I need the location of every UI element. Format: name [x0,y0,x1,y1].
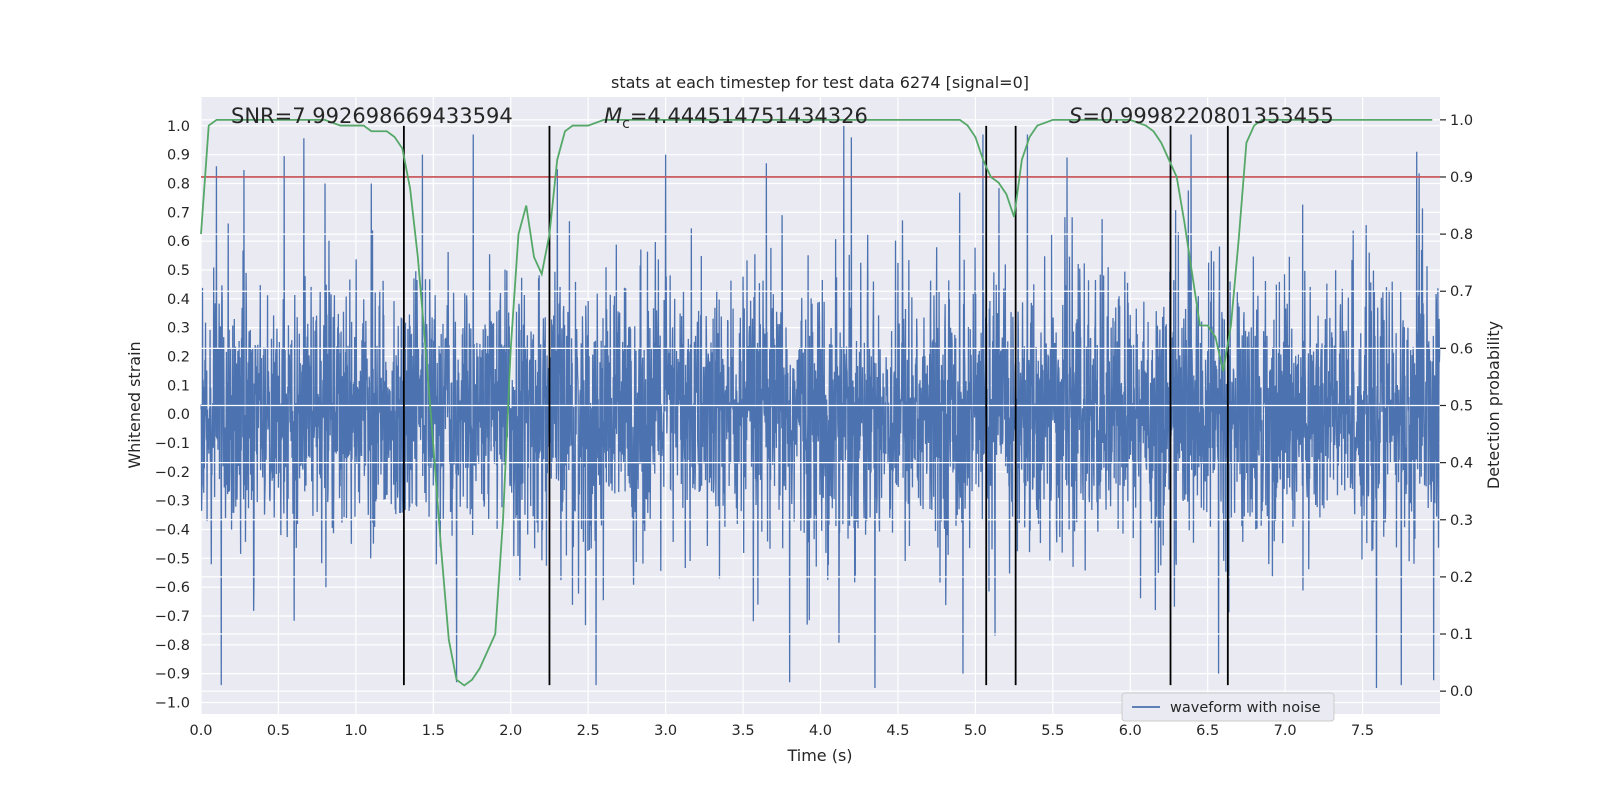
y2-tick-label: 1.0 [1450,113,1473,129]
strain-path [200,125,1441,689]
y-tick-label: 0.8 [167,176,190,192]
chirp-mass-subscript: c [622,116,630,132]
vertical-lines [402,125,1229,686]
y-tick-label: −1.0 [155,695,190,711]
y-tick-label: −0.1 [155,436,190,452]
x-tick-label: 7.0 [1274,723,1297,739]
detection-probability-line [200,118,1433,687]
legend: waveform with noise [1121,692,1335,722]
legend-box [1121,692,1335,722]
x-tick-label: 2.5 [577,723,600,739]
legend-label: waveform with noise [1170,700,1321,716]
y-tick-label: 0.6 [167,234,190,250]
y2-tick-label: 0.7 [1450,284,1473,300]
y-tick-label: 0.5 [167,263,190,279]
y-tick-label: −0.7 [155,609,190,625]
x-tick-label: 2.0 [499,723,522,739]
y2-tick-label: 0.3 [1450,513,1473,529]
y-tick-label: 0.7 [167,205,190,221]
x-tick-label: 5.0 [964,723,987,739]
snr-annotation: SNR=7.992698669433594 [231,104,513,128]
y-tick-labels: −1.0 −0.9 −0.8 −0.7 −0.6 −0.5 −0.4 −0.3 −0.2 −0.1… [155,119,190,712]
y-tick-label: −0.4 [155,522,190,538]
y-tick-label: −0.2 [155,465,190,481]
x-tick-label: 3.5 [732,723,755,739]
x-tick-label: 0.0 [189,723,212,739]
y-tick-label: 0.2 [167,349,190,365]
x-tick-label: 4.0 [809,723,832,739]
y2-tick-labels: 0.0 0.1 0.2 0.3 0.4 0.5 0.6 0.7 0.8 0.9 1.0 [1440,113,1473,700]
s-value: =0.9998220801353455 [1082,104,1333,128]
y2-tick-label: 0.8 [1450,227,1473,243]
y-tick-label: 0.4 [167,292,190,308]
y2-tick-label: 0.4 [1450,456,1473,472]
x-tick-label: 1.5 [422,723,445,739]
y-tick-label: 0.1 [167,378,190,394]
chart-title: stats at each timestep for test data 627… [611,73,1029,92]
y-tick-label: −0.9 [155,667,190,683]
y2-tick-label: 0.5 [1450,399,1473,415]
y-tick-label: −0.5 [155,551,190,567]
y-tick-label: 0.0 [167,407,190,423]
y2-tick-label: 0.2 [1450,570,1473,586]
y-tick-label: −0.6 [155,580,190,596]
s-symbol: S [1069,104,1082,128]
y2-tick-label: 0.6 [1450,341,1473,357]
x-tick-labels: 0.0 0.5 1.0 1.5 2.0 2.5 3.0 3.5 4.0 4.5 5.0 5.5 6.0 6… [189,723,1374,739]
chirp-mass-annotation: Mc=4.444514751434326 [604,104,868,132]
y-tick-label: −0.3 [155,494,190,510]
y-tick-label: 1.0 [167,119,190,135]
y2-tick-label: 0.1 [1450,627,1473,643]
x-tick-label: 6.0 [1119,723,1142,739]
x-axis-label: Time (s) [786,746,852,765]
y-tick-label: −0.8 [155,638,190,654]
x-tick-label: 0.5 [267,723,290,739]
y-tick-label: 0.3 [167,321,190,337]
x-tick-label: 6.5 [1196,723,1219,739]
x-tick-label: 3.0 [654,723,677,739]
y-tick-label: 0.9 [167,148,190,164]
y2-axis-label: Detection probability [1484,321,1503,489]
y-axis-label: Whitened strain [125,341,144,468]
y2-tick-label: 0.9 [1450,170,1473,186]
y2-tick-label: 0.0 [1450,684,1473,700]
s-annotation: S=0.9998220801353455 [1069,104,1334,128]
x-tick-label: 1.0 [344,723,367,739]
x-tick-label: 5.5 [1041,723,1064,739]
chirp-mass-symbol: M [604,104,622,128]
x-tick-label: 7.5 [1351,723,1374,739]
chirp-mass-value: =4.444514751434326 [630,104,868,128]
x-tick-label: 4.5 [886,723,909,739]
